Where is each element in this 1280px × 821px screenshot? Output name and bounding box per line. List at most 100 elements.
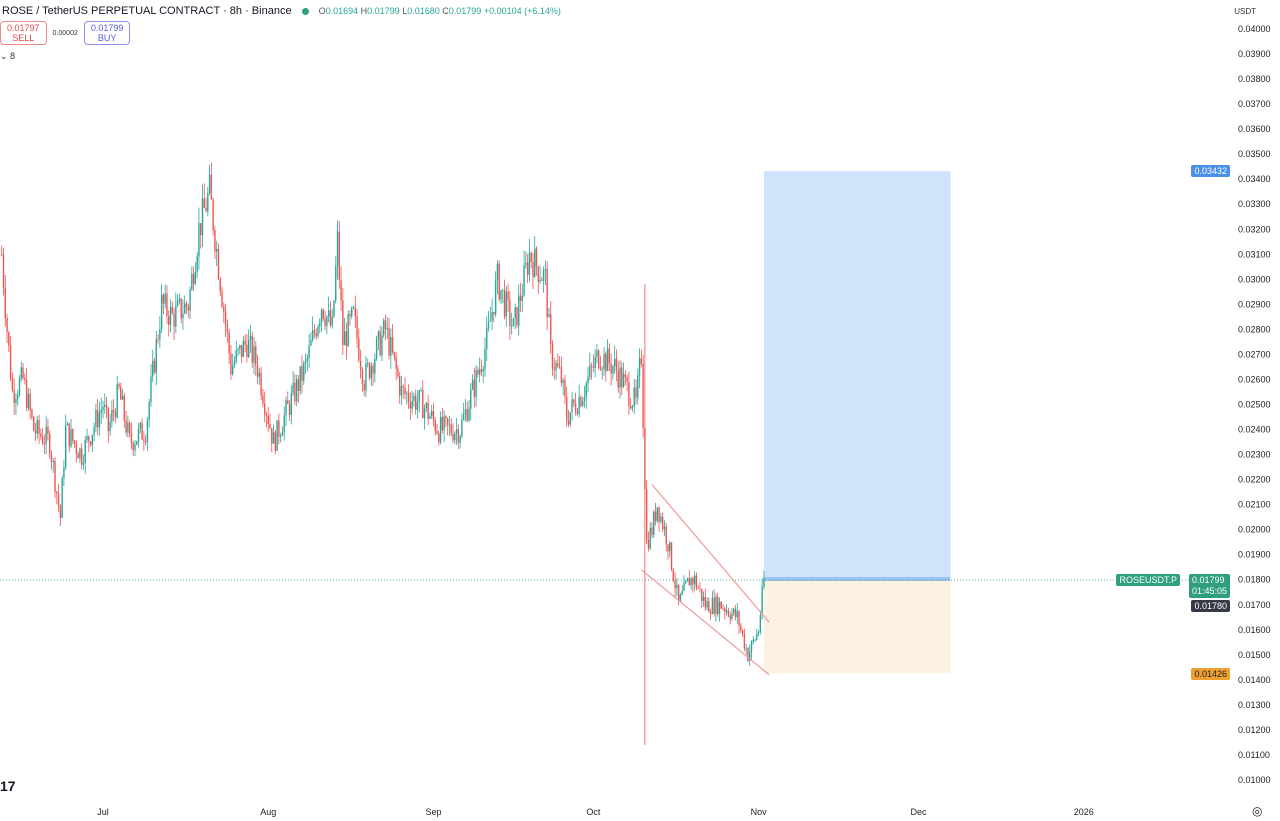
candle-body — [446, 418, 449, 425]
price-tick-label: 0.02700 — [1238, 349, 1271, 359]
candle-body — [686, 578, 689, 582]
candle-body — [196, 256, 198, 272]
candle-body — [269, 424, 271, 429]
candle-body — [255, 346, 257, 366]
candle-body — [670, 542, 673, 570]
candle-body — [127, 422, 129, 433]
time-tick-label: Dec — [910, 807, 927, 817]
candle-body — [377, 331, 380, 339]
candle-body — [573, 399, 575, 404]
candle-body — [569, 411, 571, 425]
candle-body — [246, 344, 248, 357]
candle-body — [756, 633, 758, 640]
candle-body — [430, 411, 433, 416]
sell-button[interactable]: 0.01797 SELL — [0, 21, 47, 45]
buy-button[interactable]: 0.01799 BUY — [83, 21, 131, 45]
candle-body — [516, 307, 518, 326]
candle-body — [740, 626, 742, 630]
candle-body — [681, 591, 683, 595]
candle-body — [599, 367, 602, 370]
candle-body — [736, 611, 738, 618]
candle-body — [265, 414, 268, 416]
candle-body — [502, 289, 504, 291]
candle-body — [187, 306, 189, 311]
price-tick-label: 0.02900 — [1238, 299, 1271, 309]
candle-body — [326, 316, 328, 326]
candle-body — [729, 615, 731, 619]
candle-body — [523, 265, 525, 296]
candle-body — [180, 298, 182, 319]
candle-body — [425, 402, 428, 409]
candle-body — [310, 340, 312, 346]
candle-body — [189, 289, 191, 311]
candle-body — [541, 279, 543, 281]
candle-body — [214, 230, 216, 252]
candle-body — [697, 587, 699, 589]
candle-body — [176, 300, 179, 306]
candle-body — [77, 453, 79, 459]
candle-body — [168, 315, 170, 325]
candle-body — [212, 199, 214, 231]
candle-body — [343, 331, 346, 346]
candle-body — [152, 360, 154, 377]
candle-body — [40, 433, 42, 437]
candle-body — [304, 360, 307, 364]
candle-body — [560, 367, 563, 383]
candle-body — [292, 382, 294, 393]
candle-body — [514, 307, 516, 319]
candle-body — [6, 318, 8, 333]
candle-body — [288, 404, 291, 415]
candle-body — [224, 311, 227, 325]
candle-body — [274, 432, 277, 451]
symbol-label: ROSEUSDT.P — [1116, 574, 1180, 586]
indicators-toggle[interactable]: ⌄ 8 — [0, 51, 16, 61]
candle-body — [159, 329, 161, 340]
candle-body — [141, 422, 143, 440]
tradingview-logo[interactable]: 17 — [0, 778, 16, 794]
candle-body — [295, 379, 298, 402]
candle-body — [702, 596, 705, 602]
candle-body — [722, 608, 724, 610]
candle-body — [461, 419, 463, 437]
symbol-title[interactable]: ROSE / TetherUS PERPETUAL CONTRACT · 8h … — [2, 5, 292, 17]
candle-body — [660, 516, 662, 522]
candle-body — [38, 420, 40, 434]
candle-body — [33, 416, 35, 431]
candle-body — [370, 365, 372, 379]
candle-body — [36, 420, 38, 434]
candle-body — [512, 318, 515, 327]
candle-body — [217, 248, 220, 279]
candle-body — [521, 295, 523, 301]
price-tick-label: 0.02300 — [1238, 450, 1271, 460]
currency-unit[interactable]: USDT — [1234, 7, 1256, 16]
candle-body — [493, 311, 495, 315]
candle-body — [281, 432, 284, 436]
candle-body — [95, 410, 97, 428]
candle-body — [411, 400, 413, 409]
candle-body — [661, 516, 664, 530]
candle-body — [200, 223, 202, 236]
candle-body — [587, 376, 589, 384]
settings-icon[interactable]: ◎ — [1252, 804, 1263, 818]
candle-body — [279, 435, 282, 437]
candle-body — [208, 174, 211, 194]
trade-buttons: 0.01797 SELL 0.00002 0.01799 BUY — [0, 21, 131, 45]
candle-body — [386, 328, 388, 330]
candle-body — [336, 231, 339, 267]
candle-body — [669, 542, 671, 552]
candle-body — [155, 339, 157, 373]
price-tick-label: 0.03500 — [1238, 149, 1271, 159]
candle-body — [637, 375, 639, 398]
candle-body — [379, 331, 381, 356]
candle-body — [205, 207, 207, 212]
candle-body — [375, 338, 378, 359]
candle-body — [606, 348, 609, 372]
candle-body — [64, 425, 67, 468]
candle-body — [432, 411, 435, 420]
candle-body — [471, 379, 474, 390]
time-tick-label: Nov — [751, 807, 768, 817]
candle-body — [566, 397, 568, 421]
candle-body — [436, 431, 438, 434]
candle-body — [548, 314, 550, 318]
